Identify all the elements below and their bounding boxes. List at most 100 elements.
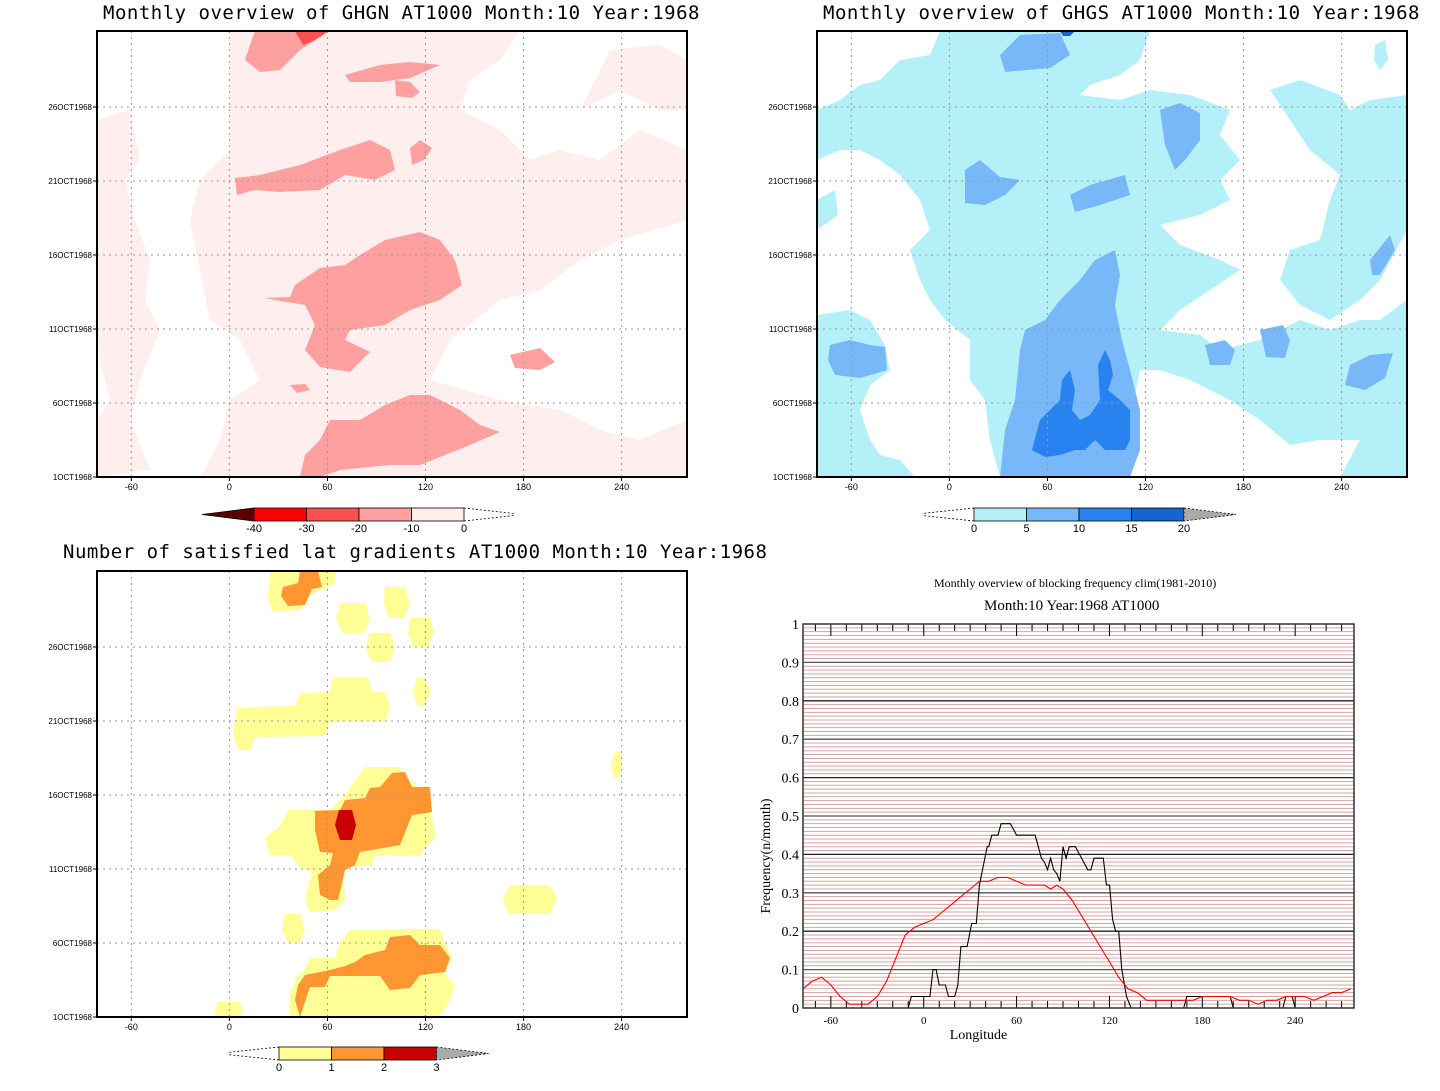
gradients-y-tick-label: 11OCT1968: [49, 865, 93, 874]
ghgs-x-tick-label: 180: [1236, 482, 1251, 492]
ghgn-contour-level-10: [345, 62, 440, 82]
ghgn-title: Monthly overview of GHGN AT1000 Month:10…: [103, 2, 700, 24]
ghgn-contour-level-10: [410, 140, 432, 165]
gradients-colorbar: 0 1 2 3: [226, 1046, 489, 1074]
ghgn-x-tick-label: 60: [322, 482, 332, 492]
y-tick-label: 0.7: [782, 733, 800, 748]
colorbar-segment: [383, 1046, 437, 1061]
gradients-y-tick-label: 1OCT1968: [53, 1013, 93, 1022]
colorbar-label: 20: [1178, 523, 1190, 535]
colorbar-extend-high: [1183, 507, 1237, 522]
ghgs-contour-level-5: [1070, 175, 1130, 212]
x-tick-label: 180: [1194, 1015, 1211, 1027]
ghgs-x-tick-label: 60: [1042, 482, 1052, 492]
colorbar-extend-low: [201, 507, 255, 522]
colorbar-segment: [278, 1046, 332, 1061]
gradients-contour-level-0: [408, 618, 434, 647]
y-tick-label: 1: [792, 618, 799, 633]
ghgs-contour-level-0: [1374, 40, 1388, 70]
colorbar-segment: [358, 507, 412, 522]
ghgs-contour-level-10: [1032, 350, 1130, 457]
ghgs-contour-level-0: [817, 310, 915, 477]
y-tick-label: 0.9: [782, 656, 800, 671]
ghgs-contour-level-0: [817, 190, 838, 230]
colorbar-segment: [253, 507, 307, 522]
y-tick-label: 0: [792, 1002, 799, 1017]
colorbar-label: 5: [1023, 523, 1029, 535]
ghgs-y-tick-label: 1OCT1968: [773, 473, 813, 482]
ghgs-x-tick-label: 0: [947, 482, 952, 492]
y-tick-label: 0.5: [782, 810, 800, 825]
ghgs-contour-level-0: [1270, 80, 1407, 320]
gradients-axes: -60 0 60 120 180 240 1OCT1968 6OCT1968 11OCT1968…: [48, 643, 629, 1032]
x-tick-label: 120: [1101, 1015, 1118, 1027]
colorbar-segment: [411, 507, 465, 522]
ghgs-y-tick-label: 16OCT1968: [768, 251, 812, 260]
gradients-x-tick-label: 240: [614, 1022, 629, 1032]
ghgn-grid: [97, 31, 687, 477]
ghgn-contour-level-10: [265, 232, 462, 372]
colorbar-label: 0: [971, 523, 977, 535]
ghgn-x-tick-label: 0: [227, 482, 232, 492]
ghgn-contour-level-10: [510, 348, 555, 370]
ghgn-x-tick-label: -60: [125, 482, 138, 492]
ghgn-axes: -60 0 60 120 180 240 1OCT1968 6OCT1968 11OCT1968…: [48, 103, 629, 492]
gradients-contour-level-1: [281, 571, 322, 606]
colorbar-segment: [306, 507, 360, 522]
ghgn-contour-level-0: [97, 110, 160, 477]
gradients-y-tick-label: 6OCT1968: [53, 939, 93, 948]
colorbar-label: -10: [404, 523, 420, 535]
y-tick-label: 0.3: [782, 887, 800, 902]
gradients-contour-level-1: [315, 772, 432, 900]
colorbar-label: 15: [1125, 523, 1137, 535]
colorbar-label: -30: [299, 523, 315, 535]
line-chart-frame: [802, 623, 1355, 1009]
gradients-contour-level-0: [282, 914, 305, 943]
colorbar-label: 1: [328, 1062, 334, 1074]
y-tick-label: 0.2: [782, 925, 800, 940]
x-tick-label: 60: [1011, 1015, 1023, 1027]
ghgs-x-tick-label: 240: [1334, 482, 1349, 492]
ghgs-contour-level-5: [1000, 33, 1070, 72]
colorbar-extend-high-empty: [463, 507, 515, 522]
x-tick-label: -60: [824, 1015, 839, 1027]
ghgn-y-tick-label: 16OCT1968: [48, 251, 92, 260]
ghgn-contour-level-10: [290, 384, 310, 393]
ghgs-contour-level-5: [1205, 340, 1235, 365]
ghgs-grid: [817, 31, 1407, 477]
ghgn-y-tick-label: 26OCT1968: [48, 103, 92, 112]
colorbar-label: -40: [246, 523, 262, 535]
y-tick-label: 0.8: [782, 695, 800, 710]
gradients-title: Number of satisfied lat gradients AT1000…: [63, 541, 768, 563]
ghgs-x-tick-label: -60: [845, 482, 858, 492]
ghgs-contour-level-5: [965, 160, 1020, 205]
colorbar-label: 0: [461, 523, 467, 535]
colorbar-extend-low-empty: [226, 1046, 280, 1061]
ghgn-contours: [97, 31, 687, 477]
gradients-y-tick-label: 26OCT1968: [48, 643, 92, 652]
gradients-frame: [96, 570, 688, 1018]
gradients-plot: -60 0 60 120 180 240 1OCT1968 6OCT1968 11OCT1968…: [48, 570, 688, 1032]
x-tick-label: 240: [1287, 1015, 1304, 1027]
gradients-x-tick-label: 60: [322, 1022, 332, 1032]
gradients-contour-level-0: [611, 752, 622, 778]
colorbar-segment: [1078, 507, 1132, 522]
ghgs-axes: -60 0 60 120 180 240 1OCT1968 6OCT1968 11OCT1968…: [768, 103, 1349, 492]
ghgs-contours: [817, 31, 1407, 477]
colorbar-segment: [973, 507, 1027, 522]
gradients-contour-level-0: [503, 885, 557, 914]
colorbar-extend-high: [436, 1046, 489, 1061]
gradients-contour-level-2: [335, 810, 356, 840]
gradients-y-tick-label: 21OCT1968: [48, 717, 92, 726]
blocking-frequency-chart: -60 0 60 120 180 240 0 0.1 0.2 0.3 0.4 0.5 0.6 0.7 0.8…: [759, 618, 1355, 1043]
ghgn-contour-level-10: [395, 80, 420, 98]
blocking-chart-title: Monthly overview of blocking frequency c…: [934, 576, 1217, 590]
ghgs-y-tick-label: 26OCT1968: [768, 103, 812, 112]
x-tick-label: 0: [921, 1015, 927, 1027]
ghgs-y-tick-label: 21OCT1968: [768, 177, 812, 186]
ghgn-contour-level-10: [300, 395, 500, 477]
blocking-chart-subtitle: Month:10 Year:1968 AT1000: [984, 598, 1160, 614]
ghgs-colorbar: 0 5 10 15 20: [921, 507, 1237, 535]
ghgs-x-tick-label: 120: [1138, 482, 1153, 492]
ghgs-plot: -60 0 60 120 180 240 1OCT1968 6OCT1968 11OCT1968…: [768, 30, 1408, 492]
